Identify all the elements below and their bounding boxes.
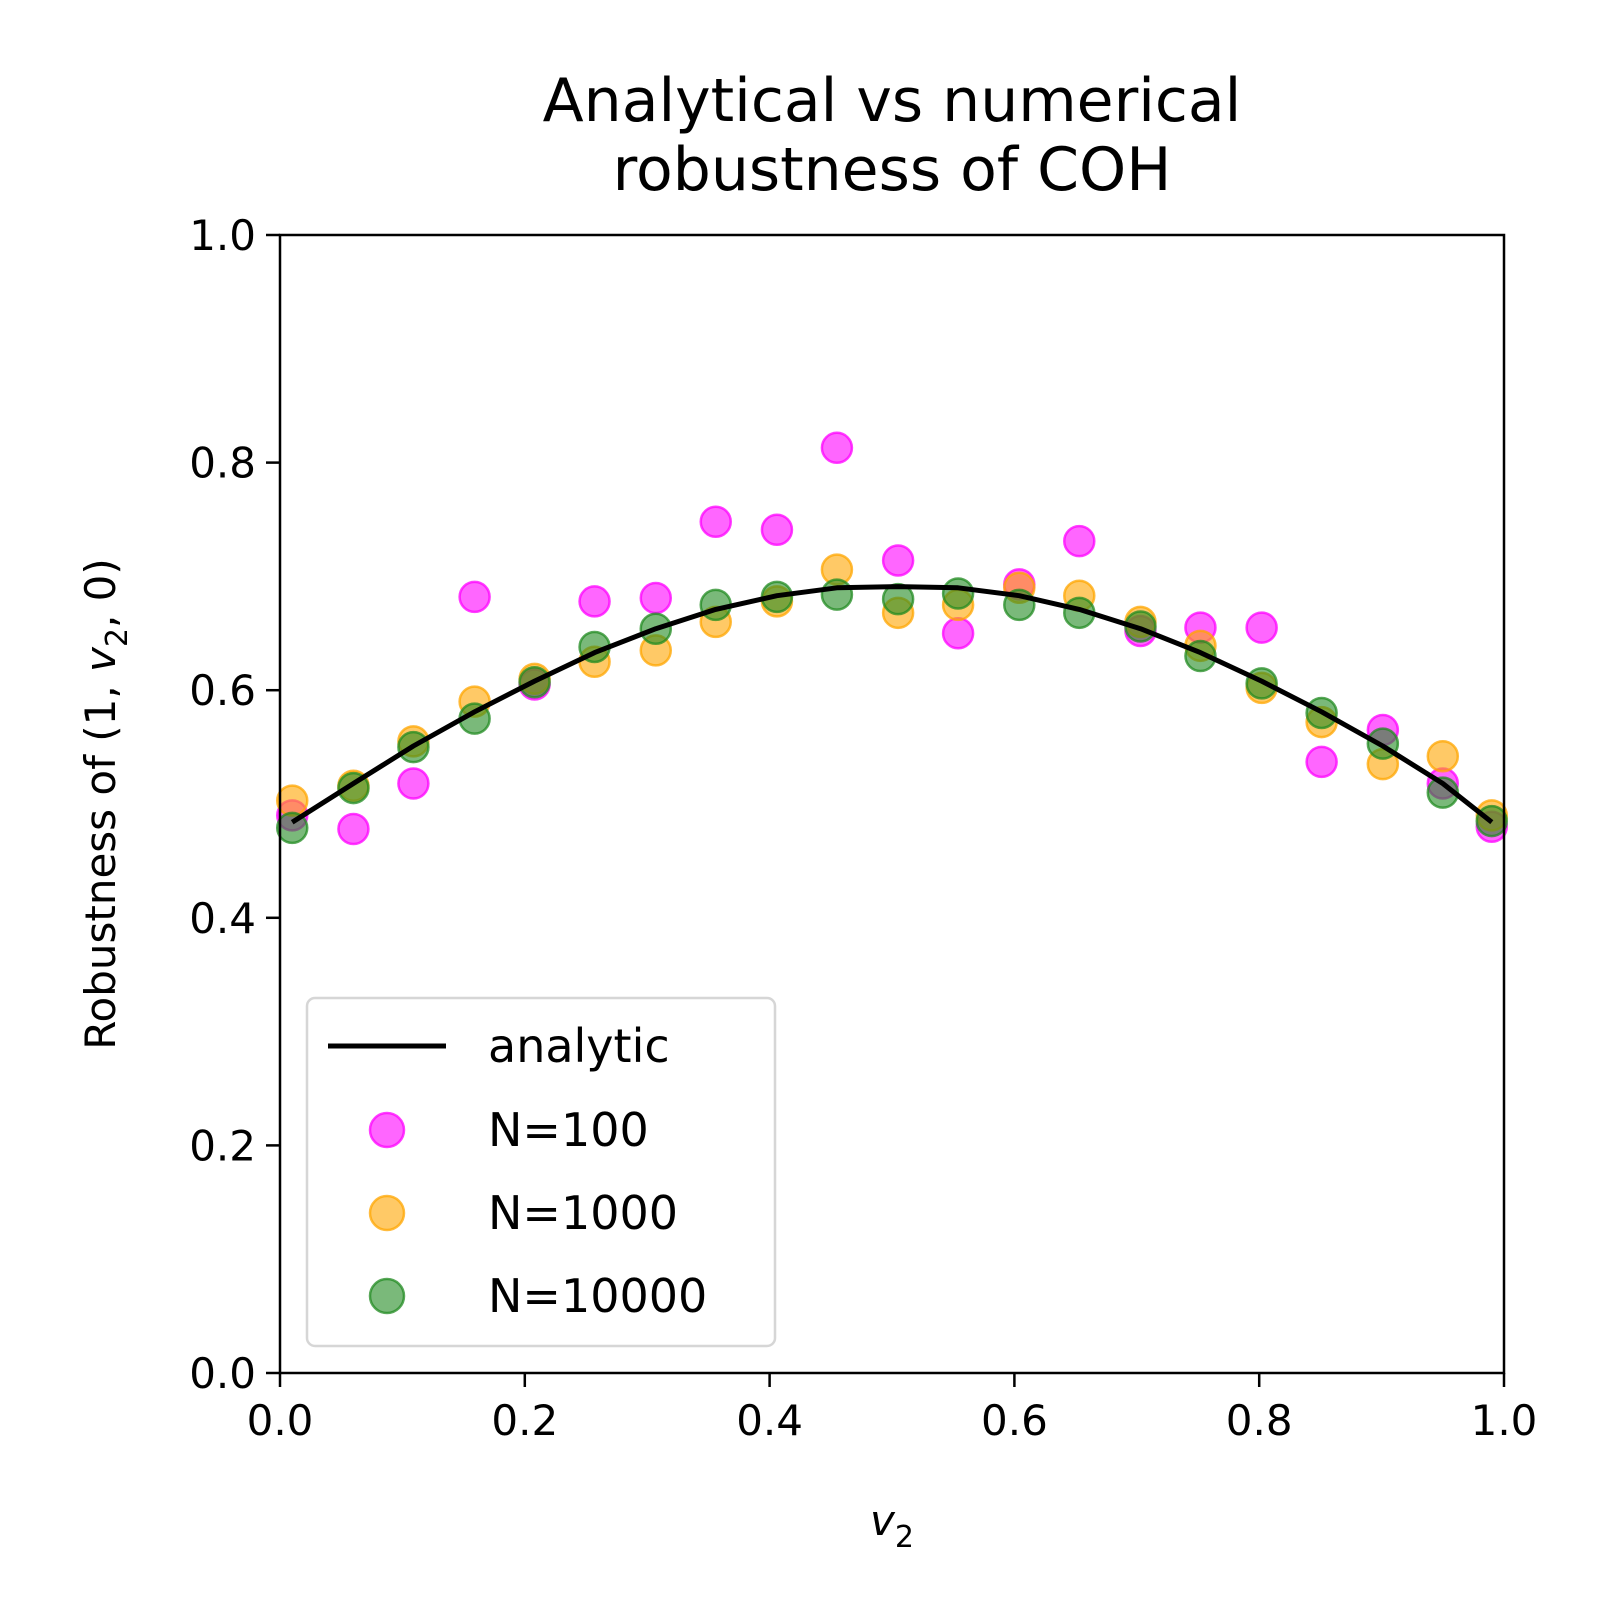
x-tick-label-3: 0.6 [981, 1396, 1048, 1445]
y-axis-label-suffix: , 0) [76, 558, 125, 628]
x-axis: 0.0 0.2 0.4 0.6 0.8 1.0 [247, 1373, 1538, 1445]
point-n-100-5 [578, 585, 611, 618]
legend-label-analytic: analytic [488, 1019, 670, 1073]
chart-title-line-2: robustness of COH [613, 135, 1172, 205]
y-axis-label-sub: 2 [100, 628, 135, 647]
y-tick-label-4: 0.8 [189, 439, 256, 488]
line-layer [290, 584, 1494, 825]
point-n-1000-0 [275, 784, 309, 817]
legend-marker-n1000 [368, 1194, 406, 1232]
x-tick-label-2: 0.4 [736, 1396, 803, 1445]
y-tick-label-3: 0.6 [189, 666, 256, 715]
y-tick-label-5: 1.0 [189, 211, 256, 260]
y-tick-label-0: 0.0 [189, 1349, 256, 1398]
point-n-100-1 [337, 812, 370, 846]
x-axis-label: v2 [870, 1496, 914, 1555]
y-axis-label: Robustness of (1, v2, 0) [76, 558, 135, 1050]
x-tick-label-5: 1.0 [1471, 1396, 1538, 1445]
point-n-10000-0 [275, 811, 309, 845]
y-axis-label-prefix: Robustness of (1, [76, 672, 125, 1050]
legend: analytic N=100 N=1000 N=10000 [305, 996, 777, 1348]
legend-marker-n10000 [368, 1277, 406, 1315]
point-n-100-11 [941, 617, 975, 650]
plot-frame [278, 233, 1506, 1375]
legend-label-n1000: N=1000 [488, 1186, 678, 1240]
point-n-10000-11 [941, 577, 975, 610]
point-n-100-7 [699, 505, 732, 539]
y-tick-label-2: 0.4 [189, 894, 256, 943]
legend-label-n100: N=100 [488, 1103, 649, 1157]
point-n-1000-19 [1426, 739, 1460, 773]
legend-label-n10000: N=10000 [488, 1269, 707, 1323]
x-tick-label-4: 0.8 [1226, 1396, 1293, 1445]
x-axis-label-sub: 2 [895, 1520, 914, 1555]
point-n-100-10 [881, 544, 915, 577]
point-n-100-2 [397, 767, 430, 800]
point-n-100-16 [1245, 611, 1278, 644]
point-n-100-8 [760, 513, 794, 546]
x-tick-label-0: 0.0 [247, 1396, 314, 1445]
point-n-100-9 [820, 431, 854, 465]
point-n-10000-9 [820, 578, 854, 611]
x-tick-label-1: 0.2 [491, 1396, 558, 1445]
legend-marker-n100 [368, 1111, 406, 1149]
point-n-100-17 [1305, 745, 1338, 779]
point-n-100-3 [458, 580, 491, 614]
y-axis: 0.0 0.2 0.4 0.6 0.8 1.0 [189, 211, 280, 1398]
point-n-100-13 [1063, 524, 1096, 558]
x-axis-label-var: v [870, 1496, 896, 1545]
chart-title-line-1: Analytical vs numerical [543, 66, 1242, 136]
y-axis-label-var: v [76, 646, 125, 672]
legend-box [305, 996, 777, 1348]
analytic-line [290, 584, 1494, 825]
point-n-100-6 [639, 581, 673, 615]
y-tick-label-1: 0.2 [189, 1121, 256, 1170]
